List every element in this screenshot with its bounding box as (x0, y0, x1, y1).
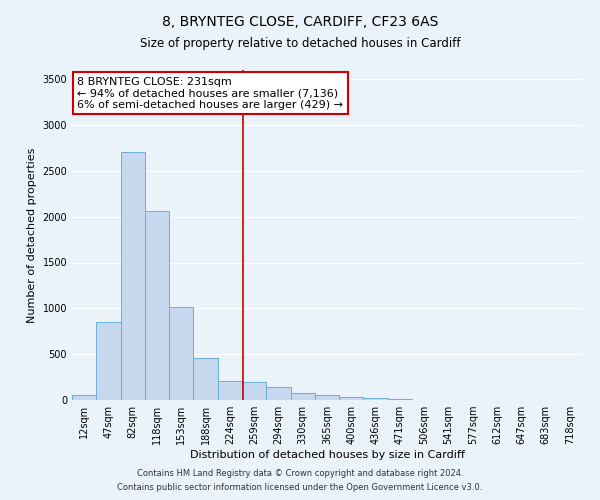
Text: 8 BRYNTEG CLOSE: 231sqm
← 94% of detached houses are smaller (7,136)
6% of semi-: 8 BRYNTEG CLOSE: 231sqm ← 94% of detache… (77, 76, 343, 110)
X-axis label: Distribution of detached houses by size in Cardiff: Distribution of detached houses by size … (190, 450, 464, 460)
Text: Contains public sector information licensed under the Open Government Licence v3: Contains public sector information licen… (118, 484, 482, 492)
Text: Contains HM Land Registry data © Crown copyright and database right 2024.: Contains HM Land Registry data © Crown c… (137, 468, 463, 477)
Bar (193, 358, 218, 400)
Bar (266, 386, 290, 400)
Bar (290, 392, 315, 400)
Bar (169, 308, 193, 400)
Bar (121, 152, 145, 400)
Bar (242, 382, 266, 400)
Bar (145, 210, 169, 400)
Bar (388, 398, 412, 400)
Y-axis label: Number of detached properties: Number of detached properties (27, 148, 37, 322)
Bar (218, 381, 242, 400)
Bar (72, 396, 96, 400)
Bar (96, 322, 121, 400)
Text: 8, BRYNTEG CLOSE, CARDIFF, CF23 6AS: 8, BRYNTEG CLOSE, CARDIFF, CF23 6AS (162, 15, 438, 29)
Bar (339, 397, 364, 400)
Text: Size of property relative to detached houses in Cardiff: Size of property relative to detached ho… (140, 38, 460, 51)
Bar (364, 398, 388, 400)
Bar (315, 395, 339, 400)
